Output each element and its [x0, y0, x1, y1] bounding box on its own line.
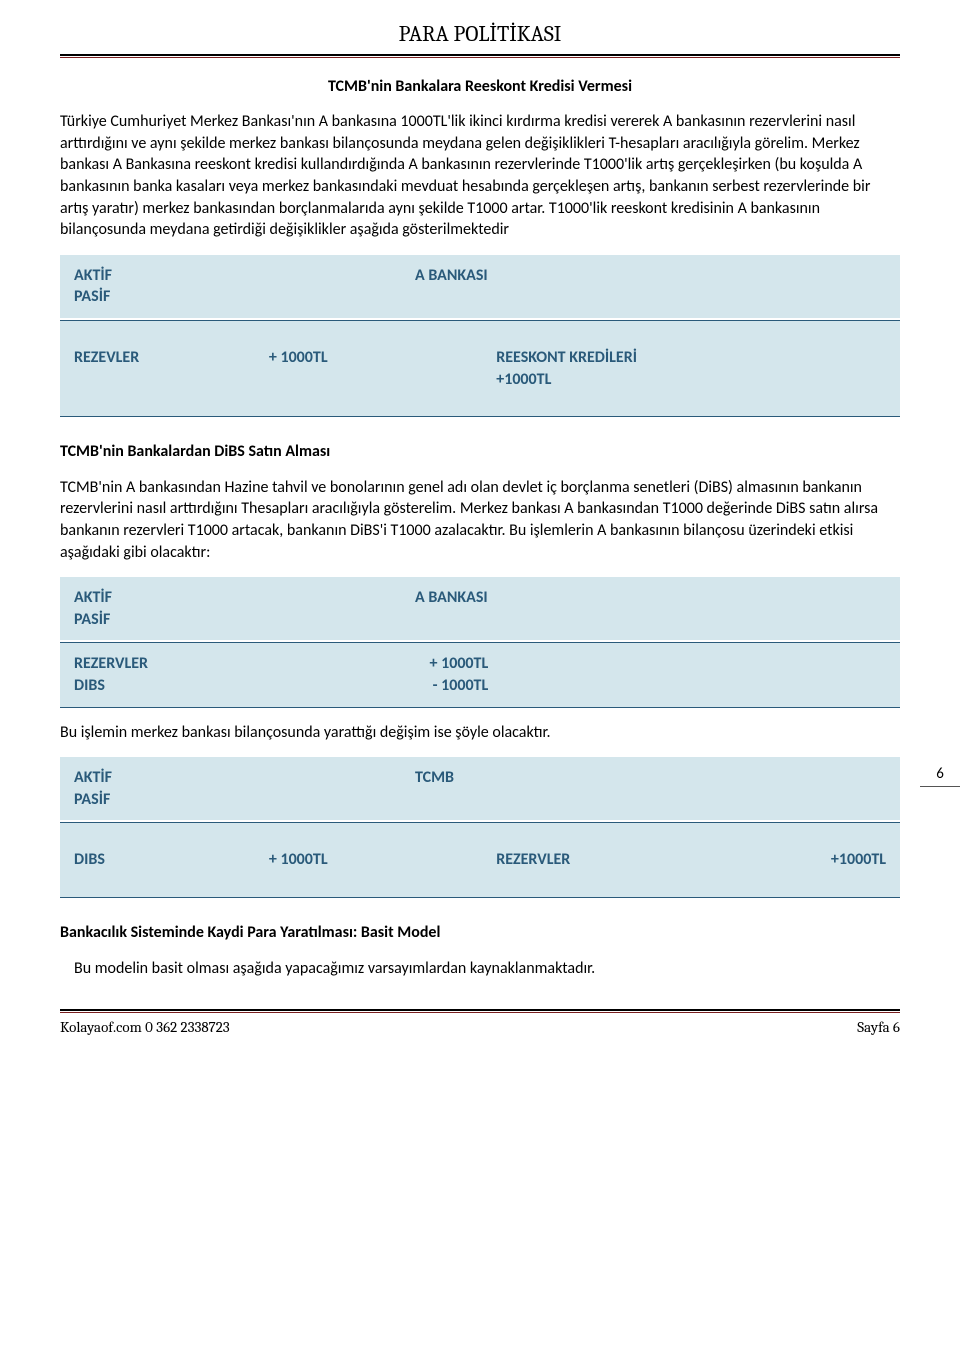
balance1-bank-name: A BANKASI: [415, 265, 886, 308]
section2-paragraph: TCMB'nin A bankasından Hazine tahvil ve …: [60, 477, 900, 563]
balance1-body: REZEVLER + 1000TL REESKONT KREDİLERİ +10…: [60, 320, 900, 417]
side-page-number: 6: [920, 764, 960, 787]
balance3-bank-name: TCMB: [415, 767, 886, 810]
balance3-header: AKTİF PASİF TCMB: [60, 757, 900, 820]
header-rule: [60, 54, 900, 58]
balance2-pasif-label: PASİF: [74, 609, 415, 631]
balance2-body: REZERVLER DIBS + 1000TL - 1000TL: [60, 642, 900, 707]
balance2-r2-value: - 1000TL: [269, 675, 488, 697]
section2-title: TCMB'nin Bankalardan DiBS Satın Alması: [60, 441, 900, 463]
balance1-pasif-label: PASİF: [74, 286, 415, 308]
footer-rule: [60, 1009, 900, 1013]
section1-title: TCMB'nin Bankalara Reeskont Kredisi Verm…: [60, 76, 900, 98]
balance2-r2-label: DIBS: [74, 675, 269, 697]
side-page-number-rule: [920, 786, 960, 787]
balance2-r1-value: + 1000TL: [269, 653, 488, 675]
balance3-aktif-label: AKTİF: [74, 767, 415, 789]
balance2-aktif-label: AKTİF: [74, 587, 415, 609]
side-page-number-text: 6: [920, 764, 960, 784]
balance3-left-label: DIBS: [74, 849, 269, 871]
mid-sentence: Bu işlemin merkez bankası bilançosunda y…: [60, 722, 900, 744]
section3-line: Bu modelin basit olması aşağıda yapacağı…: [60, 958, 900, 980]
footer-right: Sayfa 6: [857, 1017, 900, 1037]
balance3-right-value: +1000TL: [740, 849, 886, 871]
balance3-right-label: REZERVLER: [496, 849, 740, 871]
footer-left: Kolayaof.com 0 362 2338723: [60, 1017, 230, 1037]
section3-title: Bankacılık Sisteminde Kaydi Para Yaratıl…: [60, 922, 900, 944]
balance2-header: AKTİF PASİF A BANKASI: [60, 577, 900, 640]
balance3-left-value: + 1000TL: [269, 849, 496, 871]
page-header-title: PARA POLİTİKASI: [60, 20, 900, 54]
balance1-aktif-label: AKTİF: [74, 265, 415, 287]
balance3-body: DIBS + 1000TL REZERVLER +1000TL: [60, 822, 900, 898]
balance1-left-value: + 1000TL: [269, 347, 496, 390]
balance1-right-value: +1000TL: [496, 369, 886, 391]
balance3-pasif-label: PASİF: [74, 789, 415, 811]
section1-paragraph: Türkiye Cumhuriyet Merkez Bankası'nın A …: [60, 111, 900, 241]
page-footer: Kolayaof.com 0 362 2338723 Sayfa 6: [60, 1017, 900, 1047]
balance1-left-label: REZEVLER: [74, 347, 269, 390]
balance1-right-label: REESKONT KREDİLERİ: [496, 347, 886, 369]
balance1-header: AKTİF PASİF A BANKASI: [60, 255, 900, 318]
balance2-bank-name: A BANKASI: [415, 587, 886, 630]
page-container: PARA POLİTİKASI TCMB'nin Bankalara Reesk…: [0, 0, 960, 1057]
balance2-r1-label: REZERVLER: [74, 653, 269, 675]
